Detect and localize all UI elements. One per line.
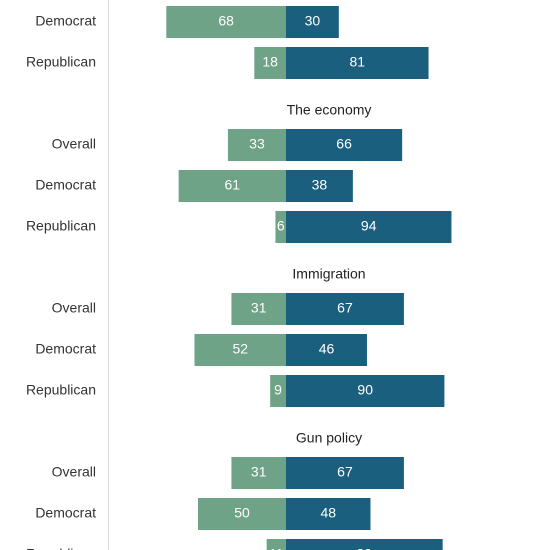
category-label: Democrat <box>35 341 96 357</box>
category-label: Republican <box>26 546 96 550</box>
category-label: Democrat <box>35 13 96 29</box>
value-label: 6 <box>277 218 285 234</box>
bar-left <box>166 6 286 38</box>
bar-right <box>286 375 445 407</box>
group-title: The economy <box>287 102 372 118</box>
bar-left <box>270 375 286 407</box>
value-label: 66 <box>336 136 352 152</box>
category-label: Overall <box>52 464 96 480</box>
bar-right <box>286 6 339 38</box>
bar-left <box>198 498 286 530</box>
group-title: Gun policy <box>296 430 362 446</box>
bar-right <box>286 47 429 79</box>
value-label: 90 <box>357 382 373 398</box>
category-label: Democrat <box>35 505 96 521</box>
value-label: 31 <box>251 300 267 316</box>
value-label: 11 <box>269 546 284 550</box>
value-label: 30 <box>305 13 321 29</box>
value-label: 68 <box>218 13 234 29</box>
bar-right <box>286 498 371 530</box>
value-label: 31 <box>251 464 267 480</box>
bar-left <box>194 334 286 366</box>
bar-left <box>266 539 286 550</box>
value-label: 33 <box>249 136 265 152</box>
category-label: Democrat <box>35 177 96 193</box>
bar-right <box>286 211 452 243</box>
bar-left <box>231 457 286 489</box>
bar-left <box>254 47 286 79</box>
bar-left <box>231 293 286 325</box>
value-label: 50 <box>234 505 250 521</box>
category-label: Republican <box>26 54 96 70</box>
bar-right <box>286 293 404 325</box>
value-label: 52 <box>232 341 248 357</box>
value-label: 9 <box>274 382 282 398</box>
category-label: Overall <box>52 300 96 316</box>
bar-left <box>275 211 286 243</box>
value-label: 48 <box>320 505 336 521</box>
value-label: 46 <box>319 341 335 357</box>
category-label: Republican <box>26 382 96 398</box>
bar-right <box>286 170 353 202</box>
category-label: Republican <box>26 218 96 234</box>
value-label: 38 <box>312 177 328 193</box>
value-label: 61 <box>225 177 241 193</box>
value-label: 67 <box>337 300 353 316</box>
value-label: 94 <box>361 218 377 234</box>
group-title: Immigration <box>292 266 365 282</box>
bar-left <box>227 129 286 161</box>
category-label: Overall <box>52 136 96 152</box>
value-label: 89 <box>357 546 373 550</box>
bar-right <box>286 129 403 161</box>
value-label: 81 <box>349 54 365 70</box>
bar-right <box>286 334 367 366</box>
value-label: 67 <box>337 464 353 480</box>
bar-right <box>286 457 404 489</box>
value-label: 18 <box>262 54 278 70</box>
bar-left <box>178 170 286 202</box>
bar-right <box>286 539 443 550</box>
